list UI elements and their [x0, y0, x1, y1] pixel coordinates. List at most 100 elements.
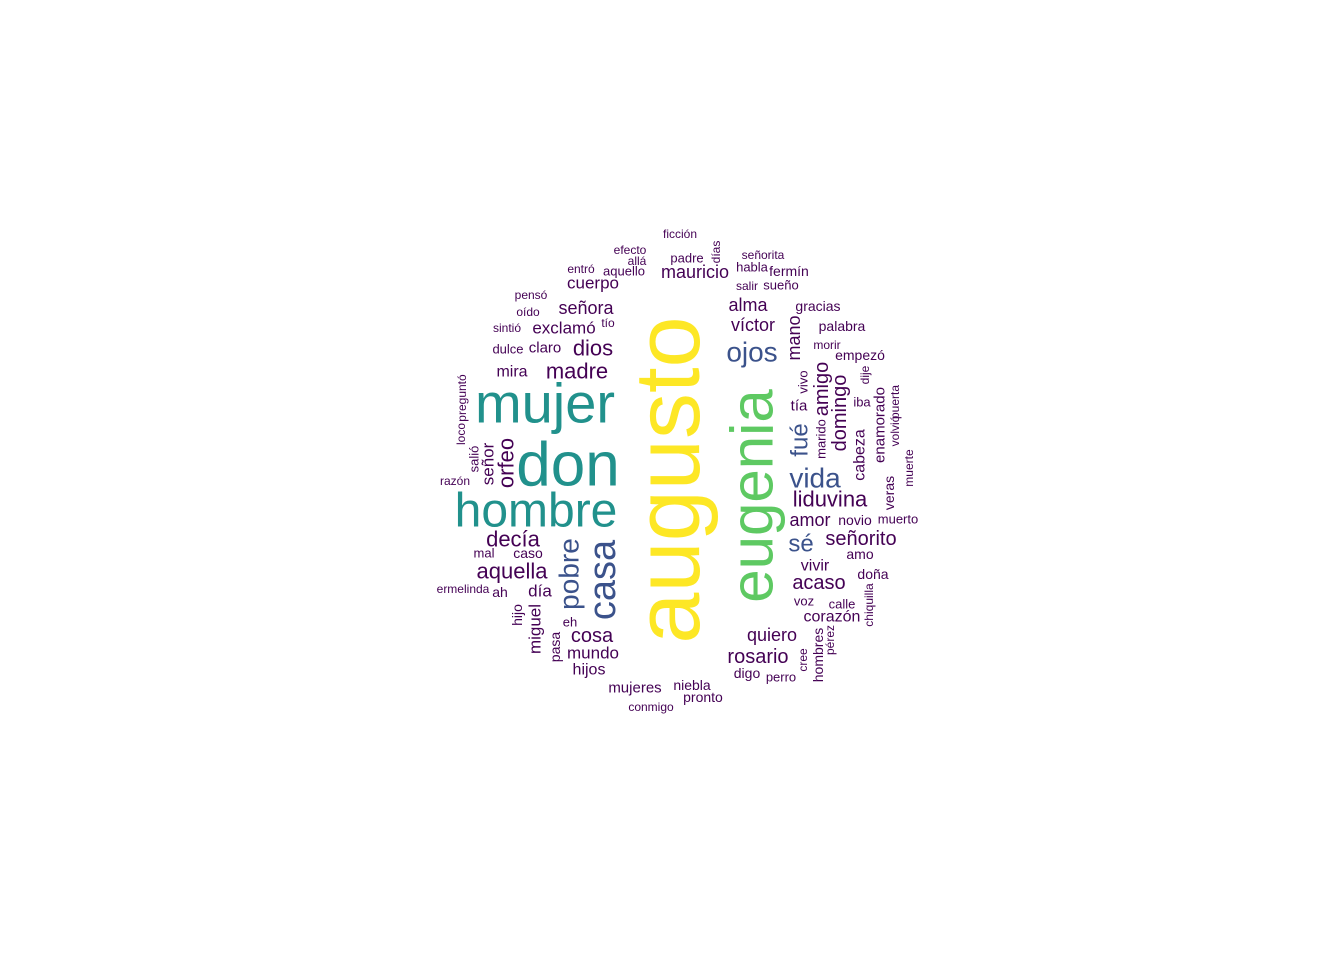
word-quiero: quiero: [747, 625, 797, 645]
word-decía: decía: [486, 527, 541, 552]
word-mujeres: mujeres: [608, 680, 661, 697]
word-niebla: niebla: [673, 677, 711, 693]
word-mira: mira: [496, 364, 527, 381]
word-pérez: pérez: [823, 625, 837, 655]
word-habla: habla: [736, 260, 769, 275]
word-tío: tío: [601, 316, 615, 330]
word-iba: iba: [853, 395, 871, 410]
word-chiquilla: chiquilla: [862, 583, 876, 627]
word-exclamó: exclamó: [532, 319, 595, 338]
word-dije: dije: [858, 365, 872, 384]
word-novio: novio: [838, 512, 872, 528]
word-señorita: señorita: [742, 248, 785, 262]
word-mal: mal: [474, 546, 495, 561]
word-sintió: sintió: [493, 321, 521, 335]
word-corazón: corazón: [804, 609, 861, 626]
word-sueño: sueño: [763, 278, 798, 293]
word-augusto: augusto: [617, 316, 719, 643]
word-tía: tía: [791, 398, 808, 415]
word-pobre: pobre: [554, 538, 585, 610]
word-amo: amo: [846, 546, 873, 562]
word-preguntó: preguntó: [455, 374, 469, 422]
word-vivo: vivo: [796, 370, 811, 393]
word-salir: salir: [736, 279, 758, 293]
word-ermelinda: ermelinda: [437, 582, 490, 596]
word-puerta: puerta: [888, 385, 902, 419]
word-voz: voz: [794, 594, 814, 609]
word-fermín: fermín: [769, 263, 809, 279]
word-entró: entró: [567, 262, 595, 276]
word-ah: ah: [492, 584, 508, 600]
word-hijos: hijos: [573, 662, 606, 679]
word-miguel: miguel: [526, 604, 545, 654]
word-eugenia: eugenia: [719, 389, 786, 603]
word-sé: sé: [788, 531, 813, 558]
word-hombres: hombres: [810, 628, 826, 682]
word-marido: marido: [814, 419, 829, 459]
word-víctor: víctor: [731, 315, 775, 335]
word-señor: señor: [479, 442, 498, 485]
word-palabra: palabra: [819, 318, 866, 334]
word-veras: veras: [881, 476, 897, 510]
word-aquello: aquello: [603, 264, 645, 279]
word-loco: loco: [454, 423, 468, 445]
word-claro: claro: [529, 340, 562, 357]
word-vivir: vivir: [801, 558, 830, 575]
word-cree: cree: [796, 648, 810, 672]
word-fué: fué: [787, 423, 814, 456]
word-cabeza: cabeza: [852, 429, 869, 481]
word-día: día: [528, 582, 552, 601]
word-dios: dios: [573, 336, 613, 361]
word-casa: casa: [582, 539, 624, 620]
word-muerte: muerte: [902, 449, 916, 487]
word-mauricio: mauricio: [661, 262, 729, 282]
word-morir: morir: [813, 338, 840, 352]
word-calle: calle: [829, 597, 856, 612]
word-conmigo: conmigo: [628, 700, 674, 714]
word-ojos: ojos: [726, 337, 777, 368]
word-pronto: pronto: [683, 689, 723, 705]
word-don: don: [516, 431, 619, 500]
word-perro: perro: [766, 670, 796, 685]
word-días: días: [709, 241, 723, 264]
word-hombre: hombre: [455, 485, 618, 538]
word-aquella: aquella: [477, 559, 549, 584]
word-rosario: rosario: [727, 646, 788, 668]
word-hijo: hijo: [509, 604, 525, 626]
word-padre: padre: [670, 251, 703, 266]
word-alma: alma: [728, 295, 768, 315]
word-efecto: efecto: [614, 243, 647, 257]
word-dulce: dulce: [492, 342, 523, 357]
word-liduvina: liduvina: [793, 487, 868, 512]
word-cuerpo: cuerpo: [567, 274, 619, 293]
word-enamorado: enamorado: [872, 387, 889, 463]
word-pensó: pensó: [515, 288, 548, 302]
word-allá: allá: [628, 254, 647, 268]
word-volvió: volvió: [888, 415, 902, 446]
word-razón: razón: [440, 474, 470, 488]
word-señora: señora: [558, 298, 614, 318]
word-digo: digo: [734, 665, 761, 681]
word-gracias: gracias: [795, 298, 840, 314]
word-caso: caso: [513, 545, 543, 561]
word-vida: vida: [789, 463, 841, 494]
word-acaso: acaso: [792, 572, 845, 594]
word-madre: madre: [546, 359, 608, 384]
word-ficción: ficción: [663, 227, 697, 241]
word-doña: doña: [857, 566, 888, 582]
word-orfeo: orfeo: [494, 438, 519, 488]
word-amor: amor: [789, 510, 830, 530]
word-amigo: amigo: [811, 362, 833, 416]
word-cosa: cosa: [571, 625, 614, 647]
word-domingo: domingo: [829, 375, 851, 452]
word-empezó: empezó: [835, 347, 885, 363]
word-mujer: mujer: [475, 372, 615, 435]
word-muerto: muerto: [878, 512, 918, 527]
word-pasa: pasa: [547, 632, 563, 663]
word-mano: mano: [784, 315, 804, 360]
word-mundo: mundo: [567, 644, 619, 663]
word-eh: eh: [563, 615, 577, 630]
word-oído: oído: [516, 305, 540, 319]
word-salió: salió: [467, 446, 482, 473]
